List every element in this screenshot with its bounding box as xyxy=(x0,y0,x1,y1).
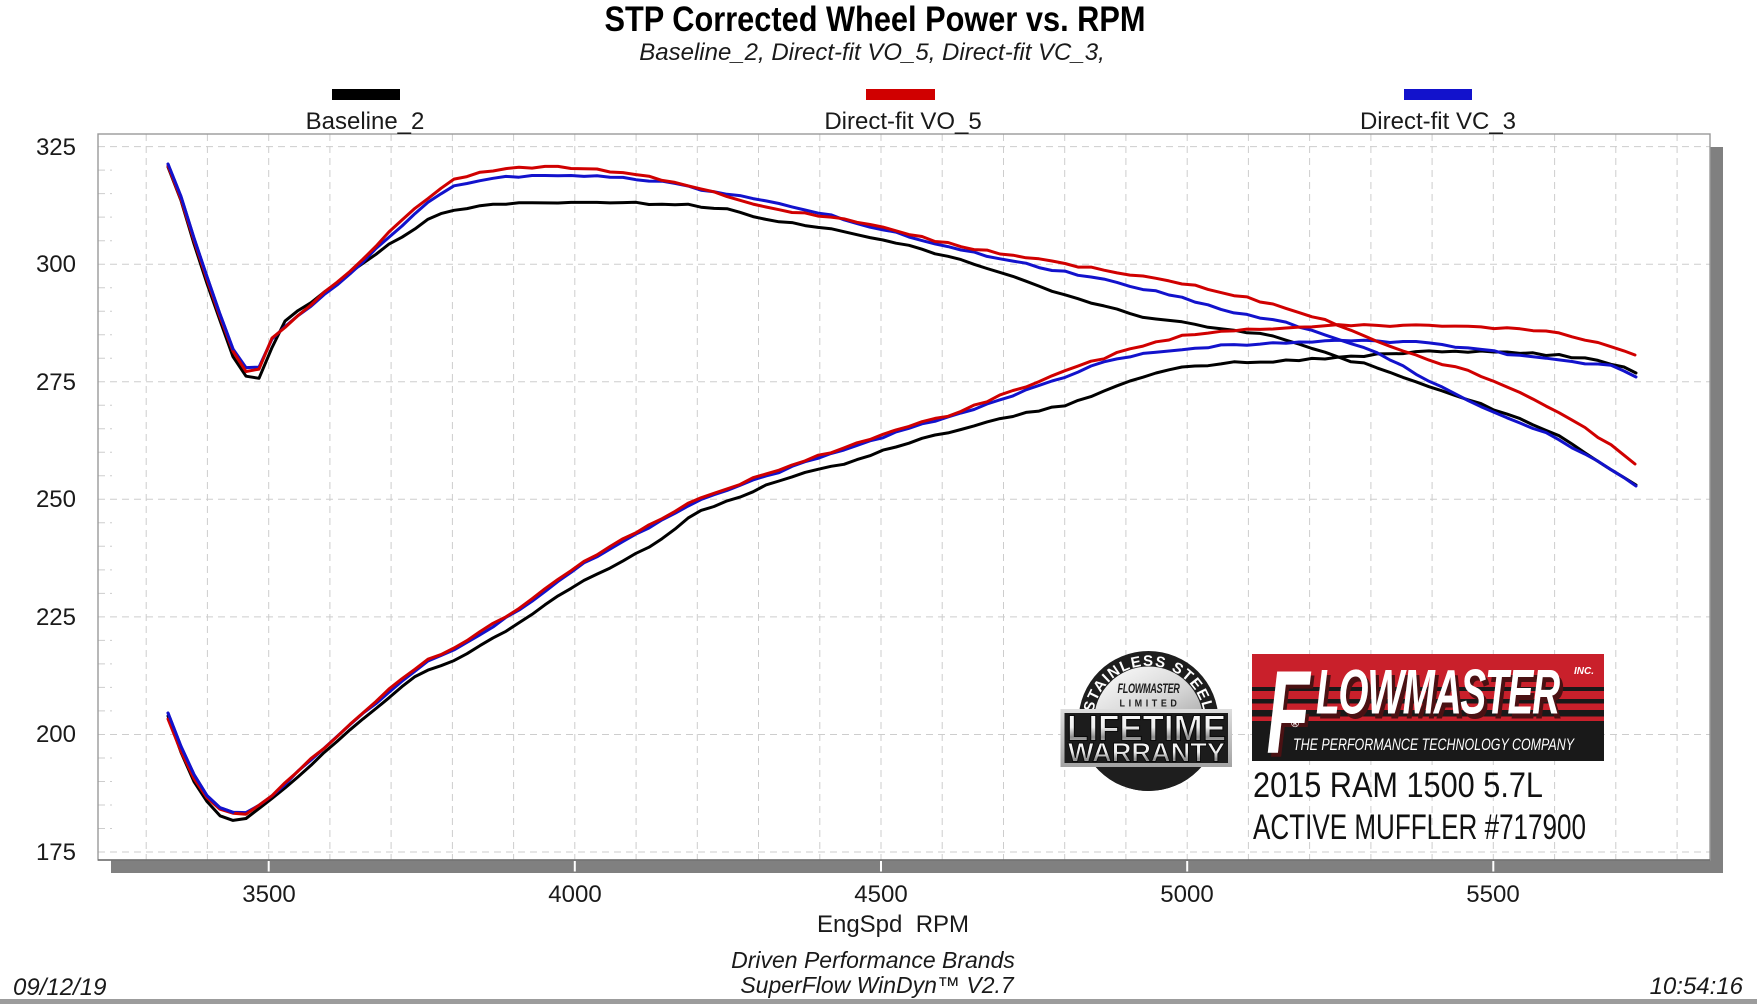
svg-text:INC.: INC. xyxy=(1574,666,1594,677)
svg-text:®: ® xyxy=(1291,718,1299,730)
svg-text:2015 RAM 1500 5.7L: 2015 RAM 1500 5.7L xyxy=(1253,765,1543,805)
svg-text:LOWMASTER: LOWMASTER xyxy=(1319,663,1563,733)
svg-text:LIFETIME: LIFETIME xyxy=(1067,708,1226,749)
svg-text:LOWMASTER: LOWMASTER xyxy=(1316,658,1560,728)
svg-text:FLOWMASTER: FLOWMASTER xyxy=(1118,681,1180,696)
svg-text:WARRANTY: WARRANTY xyxy=(1068,738,1225,768)
svg-text:THE PERFORMANCE TECHNOLOGY COM: THE PERFORMANCE TECHNOLOGY COMPANY xyxy=(1293,736,1575,754)
svg-text:ACTIVE MUFFLER #717900: ACTIVE MUFFLER #717900 xyxy=(1253,807,1586,847)
svg-text:LIMITED: LIMITED xyxy=(1120,699,1181,710)
svg-text:STP Corrected Wheel Power vs.: STP Corrected Wheel Power vs. RPM xyxy=(605,0,1146,39)
